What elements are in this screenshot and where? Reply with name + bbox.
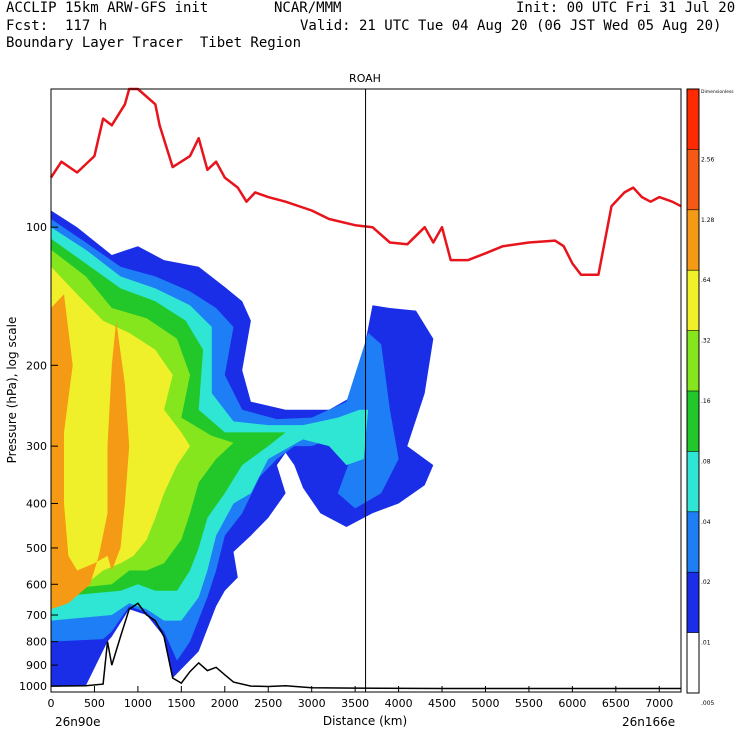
colorbar-label: .01 bbox=[701, 640, 711, 647]
header-init-time: Init: 00 UTC Fri 31 Jul 20 bbox=[516, 0, 736, 16]
colorbar-label: 2.56 bbox=[701, 156, 715, 163]
x-tick-label: 6000 bbox=[558, 697, 586, 710]
colorbar: Dimensionless 2.56 1.28 .64 .32 .16 .08 .04 .02.… bbox=[686, 88, 734, 707]
tracer-region-p64 bbox=[51, 294, 130, 610]
x-tick-label: 4000 bbox=[385, 697, 413, 710]
terrain-line bbox=[50, 602, 681, 690]
y-tick-label: 500 bbox=[26, 542, 47, 555]
y-tick-label: 1000 bbox=[19, 680, 47, 693]
x-tick-label: 4500 bbox=[428, 697, 456, 710]
x-tick-label: 6500 bbox=[602, 697, 630, 710]
colorbar-label: .32 bbox=[701, 338, 711, 345]
x-tick-label: 7000 bbox=[645, 697, 673, 710]
colorbar-label: .02 bbox=[701, 579, 711, 586]
x-start-label: 26n90e bbox=[55, 715, 101, 729]
colorbar-label: .16 bbox=[701, 398, 711, 405]
colorbar-segment bbox=[687, 270, 699, 331]
y-tick-label: 700 bbox=[26, 609, 47, 622]
chart-title: ROAH bbox=[349, 72, 381, 85]
colorbar-label: .005 bbox=[701, 700, 715, 707]
colorbar-label: 1.28 bbox=[701, 217, 715, 224]
y-tick-label: 100 bbox=[26, 221, 47, 234]
x-tick-label: 2000 bbox=[211, 697, 239, 710]
colorbar-segment bbox=[687, 209, 699, 271]
y-tick-label: 300 bbox=[26, 440, 47, 453]
colorbar-segment bbox=[687, 330, 699, 391]
colorbar-segment bbox=[687, 632, 699, 693]
x-tick-label: 3000 bbox=[298, 697, 326, 710]
colorbar-segment bbox=[687, 511, 699, 573]
plot-frame bbox=[50, 88, 682, 693]
header-field-description: Boundary Layer Tracer Tibet Region bbox=[6, 35, 302, 51]
header-institution: NCAR/MMM bbox=[274, 0, 342, 16]
x-tick-label: 5500 bbox=[515, 697, 543, 710]
axes-layer: 0 500 1000 1500 2000 2500 3000 3500 4000 4500 5000… bbox=[19, 221, 673, 710]
x-axis-label: Distance (km) bbox=[323, 714, 407, 728]
header-valid-time: Valid: 21 UTC Tue 04 Aug 20 (06 JST Wed … bbox=[300, 18, 722, 34]
colorbar-label: .08 bbox=[701, 458, 711, 465]
x-tick-label: 0 bbox=[48, 697, 55, 710]
x-end-label: 26n166e bbox=[622, 715, 675, 729]
header-forecast-hour: Fcst: 117 h bbox=[6, 18, 108, 34]
x-tick-label: 5000 bbox=[471, 697, 499, 710]
colorbar-label: .04 bbox=[701, 519, 711, 526]
x-tick-label: 2500 bbox=[254, 697, 282, 710]
colorbar-segment bbox=[687, 149, 699, 210]
y-axis-label: Pressure (hPa), log scale bbox=[5, 317, 19, 464]
y-tick-label: 800 bbox=[26, 636, 47, 649]
colorbar-label: .64 bbox=[701, 277, 711, 284]
tracer-fill-layer bbox=[51, 210, 434, 687]
header-model-title: ACCLIP 15km ARW-GFS init bbox=[6, 0, 209, 16]
colorbar-segment bbox=[687, 572, 699, 633]
x-tick-label: 1500 bbox=[167, 697, 195, 710]
y-tick-label: 900 bbox=[26, 659, 47, 672]
colorbar-segment bbox=[687, 391, 699, 452]
x-tick-label: 3500 bbox=[341, 697, 369, 710]
y-tick-label: 600 bbox=[26, 578, 47, 591]
x-tick-label: 1000 bbox=[124, 697, 152, 710]
colorbar-segment bbox=[687, 451, 699, 512]
y-tick-label: 200 bbox=[26, 359, 47, 372]
x-tick-label: 500 bbox=[84, 697, 105, 710]
colorbar-label: Dimensionless bbox=[701, 89, 734, 95]
colorbar-segment bbox=[687, 89, 699, 150]
y-tick-label: 400 bbox=[26, 497, 47, 510]
